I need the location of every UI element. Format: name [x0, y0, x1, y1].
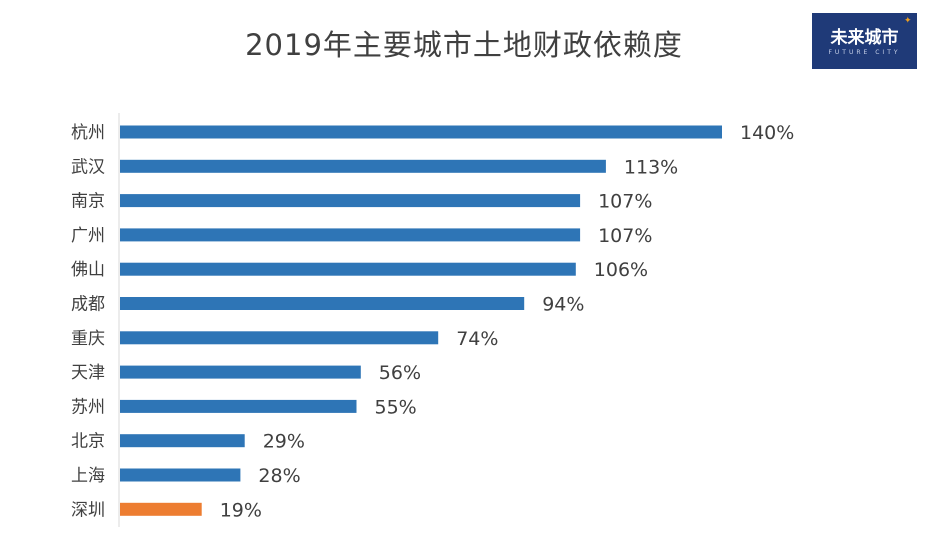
data-label: 113% — [624, 156, 678, 178]
category-label: 深圳 — [71, 500, 105, 520]
data-label: 55% — [375, 396, 417, 418]
data-label: 107% — [598, 191, 652, 213]
logo-text: 未来城市 — [830, 28, 899, 48]
logo-subtext: FUTURE CITY — [828, 49, 901, 56]
category-label: 佛山 — [71, 260, 105, 280]
bar-4 — [120, 228, 581, 242]
category-label: 上海 — [71, 466, 105, 486]
data-label: 106% — [594, 259, 648, 281]
bar-7 — [120, 331, 439, 345]
data-label: 140% — [740, 122, 794, 144]
category-label: 重庆 — [71, 329, 105, 349]
category-label: 武汉 — [71, 157, 105, 177]
bar-1 — [120, 125, 722, 139]
chart-title: 2019年主要城市土地财政依赖度 — [245, 28, 683, 62]
category-label: 苏州 — [71, 397, 105, 417]
bar-11 — [120, 468, 241, 482]
bar-2 — [120, 159, 606, 173]
category-label: 北京 — [71, 432, 105, 452]
bar-12 — [120, 502, 202, 516]
bar-10 — [120, 434, 245, 448]
logo-star-icon: ✦ — [904, 16, 912, 26]
data-label: 74% — [456, 328, 498, 350]
bar-3 — [120, 194, 581, 208]
category-label: 成都 — [71, 295, 105, 315]
data-label: 94% — [542, 294, 584, 316]
bar-9 — [120, 399, 357, 413]
category-label: 天津 — [71, 363, 105, 383]
bar-8 — [120, 365, 361, 379]
data-label: 107% — [598, 225, 652, 247]
data-label: 29% — [263, 431, 305, 453]
data-label: 56% — [379, 362, 421, 384]
category-label: 杭州 — [71, 123, 105, 143]
data-label: 28% — [258, 465, 300, 487]
data-label: 19% — [220, 499, 262, 521]
bar-6 — [120, 297, 525, 310]
bar-5 — [120, 262, 576, 276]
category-label: 南京 — [71, 192, 105, 212]
category-label: 广州 — [71, 226, 105, 246]
brand-logo: ✦ 未来城市 FUTURE CITY — [812, 13, 917, 69]
